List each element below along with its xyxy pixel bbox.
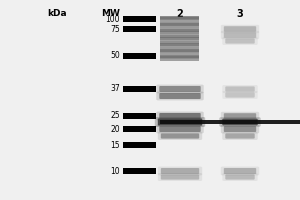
- FancyBboxPatch shape: [224, 168, 256, 174]
- FancyBboxPatch shape: [160, 31, 200, 32]
- FancyBboxPatch shape: [160, 17, 200, 19]
- FancyBboxPatch shape: [158, 118, 202, 126]
- FancyBboxPatch shape: [161, 133, 199, 139]
- Bar: [123, 113, 156, 119]
- FancyBboxPatch shape: [225, 133, 255, 139]
- FancyBboxPatch shape: [160, 29, 200, 31]
- Text: 25: 25: [110, 112, 120, 120]
- FancyBboxPatch shape: [156, 85, 204, 93]
- Text: kDa: kDa: [47, 9, 67, 18]
- FancyBboxPatch shape: [160, 22, 200, 23]
- FancyBboxPatch shape: [160, 120, 300, 124]
- FancyBboxPatch shape: [222, 85, 258, 93]
- FancyBboxPatch shape: [160, 46, 200, 47]
- Text: 20: 20: [110, 124, 120, 134]
- FancyBboxPatch shape: [160, 28, 200, 29]
- FancyBboxPatch shape: [155, 117, 205, 127]
- FancyBboxPatch shape: [160, 50, 200, 52]
- FancyBboxPatch shape: [160, 43, 200, 44]
- FancyBboxPatch shape: [160, 23, 200, 25]
- Bar: [123, 53, 156, 59]
- FancyBboxPatch shape: [160, 16, 200, 17]
- FancyBboxPatch shape: [160, 47, 200, 49]
- Text: 100: 100: [106, 15, 120, 23]
- FancyBboxPatch shape: [160, 35, 200, 37]
- FancyBboxPatch shape: [224, 113, 256, 119]
- FancyBboxPatch shape: [158, 132, 202, 140]
- FancyBboxPatch shape: [161, 174, 199, 180]
- FancyBboxPatch shape: [160, 32, 200, 34]
- FancyBboxPatch shape: [160, 38, 200, 40]
- FancyBboxPatch shape: [159, 113, 201, 119]
- FancyBboxPatch shape: [221, 167, 259, 175]
- FancyBboxPatch shape: [160, 19, 200, 20]
- Text: 2: 2: [177, 9, 183, 19]
- Bar: [123, 126, 156, 132]
- FancyBboxPatch shape: [222, 173, 258, 181]
- FancyBboxPatch shape: [160, 34, 200, 35]
- FancyBboxPatch shape: [156, 112, 204, 120]
- FancyBboxPatch shape: [160, 26, 200, 28]
- Bar: [123, 26, 156, 32]
- FancyBboxPatch shape: [160, 52, 200, 53]
- FancyBboxPatch shape: [221, 125, 259, 133]
- FancyBboxPatch shape: [159, 126, 201, 132]
- Bar: [123, 16, 156, 22]
- FancyBboxPatch shape: [160, 58, 200, 59]
- FancyBboxPatch shape: [225, 92, 255, 98]
- FancyBboxPatch shape: [160, 41, 200, 43]
- FancyBboxPatch shape: [225, 86, 255, 92]
- Bar: [123, 168, 156, 174]
- FancyBboxPatch shape: [222, 37, 258, 45]
- Bar: [123, 86, 156, 92]
- FancyBboxPatch shape: [160, 53, 200, 55]
- FancyBboxPatch shape: [221, 112, 259, 120]
- FancyBboxPatch shape: [224, 26, 256, 32]
- Text: 10: 10: [110, 166, 120, 176]
- Bar: [123, 142, 156, 148]
- FancyBboxPatch shape: [160, 55, 200, 56]
- FancyBboxPatch shape: [160, 59, 200, 61]
- FancyBboxPatch shape: [222, 119, 258, 125]
- FancyBboxPatch shape: [221, 25, 259, 33]
- FancyBboxPatch shape: [160, 49, 200, 50]
- FancyBboxPatch shape: [225, 38, 255, 44]
- FancyBboxPatch shape: [159, 86, 201, 92]
- FancyBboxPatch shape: [159, 93, 201, 99]
- FancyBboxPatch shape: [225, 174, 255, 180]
- FancyBboxPatch shape: [219, 117, 261, 127]
- Text: 75: 75: [110, 24, 120, 33]
- FancyBboxPatch shape: [160, 56, 200, 58]
- FancyBboxPatch shape: [160, 25, 200, 26]
- Text: 50: 50: [110, 51, 120, 60]
- FancyBboxPatch shape: [224, 126, 256, 132]
- FancyBboxPatch shape: [221, 31, 259, 39]
- FancyBboxPatch shape: [158, 173, 202, 181]
- FancyBboxPatch shape: [156, 125, 204, 133]
- FancyBboxPatch shape: [222, 91, 258, 99]
- FancyBboxPatch shape: [160, 44, 200, 46]
- FancyBboxPatch shape: [160, 20, 200, 22]
- FancyBboxPatch shape: [224, 32, 256, 38]
- FancyBboxPatch shape: [160, 40, 200, 41]
- FancyBboxPatch shape: [160, 37, 200, 38]
- FancyBboxPatch shape: [156, 92, 204, 100]
- FancyBboxPatch shape: [158, 167, 202, 175]
- Text: MW: MW: [102, 9, 120, 18]
- FancyBboxPatch shape: [161, 168, 199, 174]
- FancyBboxPatch shape: [222, 132, 258, 140]
- Text: 15: 15: [110, 140, 120, 149]
- Text: 37: 37: [110, 84, 120, 93]
- Text: 3: 3: [237, 9, 243, 19]
